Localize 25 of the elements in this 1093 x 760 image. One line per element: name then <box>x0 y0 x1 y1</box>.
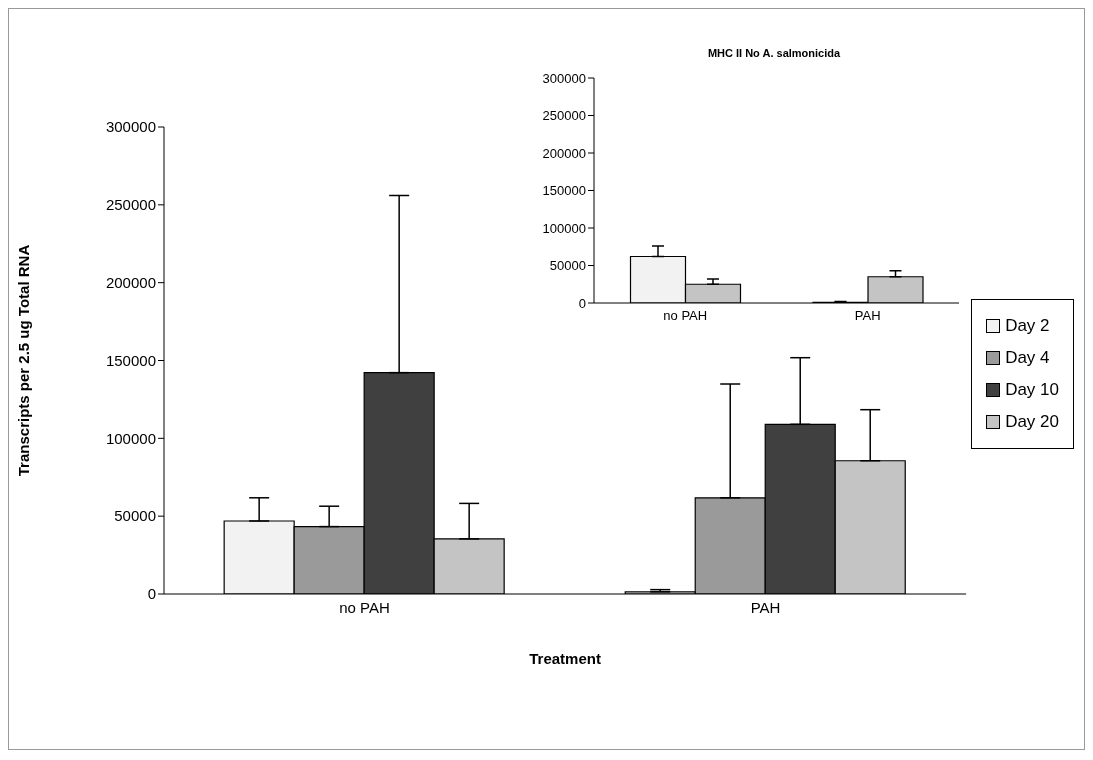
y-tick-label: 50000 <box>549 258 586 274</box>
legend-label: Day 20 <box>1005 411 1059 433</box>
y-tick-label: 0 <box>147 585 156 603</box>
y-tick-label: 200000 <box>542 145 586 161</box>
y-tick-label: 200000 <box>105 273 156 291</box>
x-axis-title: Treatment <box>529 650 601 667</box>
x-tick-label: no PAH <box>663 308 708 324</box>
y-tick-label: 100000 <box>105 429 156 447</box>
x-tick-label: PAH <box>750 598 781 616</box>
y-tick-label: 50000 <box>114 507 156 525</box>
y-tick-label: 250000 <box>105 196 156 214</box>
y-tick-label: 150000 <box>105 351 156 369</box>
y-tick-label: 100000 <box>542 220 586 236</box>
legend-label: Day 2 <box>1005 315 1050 337</box>
y-tick-label: 150000 <box>542 183 586 199</box>
y-tick-label: 300000 <box>542 70 586 86</box>
chart-title: MHC II No A. salmonicida <box>706 47 842 59</box>
legend-label: Day 4 <box>1005 347 1050 369</box>
x-tick-label: PAH <box>854 308 881 324</box>
x-tick-label: no PAH <box>339 598 390 616</box>
y-tick-label: 300000 <box>105 118 156 136</box>
y-tick-label: 0 <box>578 295 586 311</box>
legend-label: Day 10 <box>1005 379 1059 401</box>
y-tick-label: 250000 <box>542 108 586 124</box>
y-axis-title: Transcripts per 2.5 ug Total RNA <box>15 244 33 477</box>
